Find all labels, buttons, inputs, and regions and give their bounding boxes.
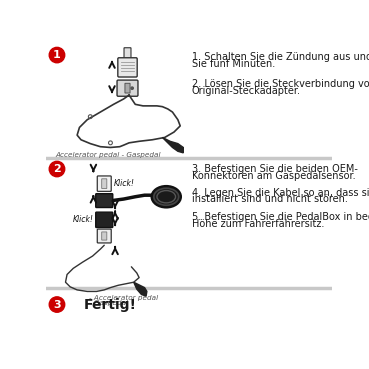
FancyBboxPatch shape (102, 179, 107, 189)
Text: 2. Lösen Sie die Steckverbindung vom: 2. Lösen Sie die Steckverbindung vom (192, 79, 369, 89)
Circle shape (49, 47, 65, 63)
Polygon shape (134, 282, 147, 296)
Circle shape (49, 161, 65, 177)
Text: installiert sind und nicht stören.: installiert sind und nicht stören. (192, 194, 348, 204)
Text: 3. Befestigen Sie die beiden OEM-: 3. Befestigen Sie die beiden OEM- (192, 165, 358, 175)
Polygon shape (162, 137, 183, 153)
Text: Accelerator pedal - Gaspedal: Accelerator pedal - Gaspedal (55, 152, 161, 158)
Text: 2: 2 (53, 165, 61, 175)
Text: Klick!: Klick! (114, 179, 134, 188)
FancyBboxPatch shape (96, 212, 113, 228)
FancyBboxPatch shape (125, 83, 130, 93)
Ellipse shape (152, 186, 181, 207)
Text: - Gaspedal: - Gaspedal (89, 300, 128, 306)
Text: 1: 1 (53, 51, 61, 61)
Text: Original-Steckadapter.: Original-Steckadapter. (192, 86, 301, 96)
FancyBboxPatch shape (97, 176, 111, 192)
FancyBboxPatch shape (102, 232, 107, 240)
FancyBboxPatch shape (118, 58, 137, 77)
Text: - Accelerator pedal: - Accelerator pedal (89, 294, 158, 301)
FancyBboxPatch shape (96, 194, 113, 207)
Text: 5. Befestigen Sie die PedalBox in bequemer: 5. Befestigen Sie die PedalBox in bequem… (192, 212, 369, 222)
Text: 4. Legen Sie die Kabel so an, dass sie fest: 4. Legen Sie die Kabel so an, dass sie f… (192, 187, 369, 197)
FancyBboxPatch shape (124, 48, 131, 59)
FancyBboxPatch shape (97, 229, 111, 243)
Text: 1. Schalten Sie die Zündung aus und warten: 1. Schalten Sie die Zündung aus und wart… (192, 52, 369, 62)
Text: Höhe zum Fahrerfahrersitz.: Höhe zum Fahrerfahrersitz. (192, 219, 324, 229)
Text: Klick!: Klick! (73, 215, 93, 224)
Text: Konnektoren am Gaspedalsensor.: Konnektoren am Gaspedalsensor. (192, 171, 355, 181)
FancyBboxPatch shape (117, 80, 138, 96)
Text: Sie fünf Minuten.: Sie fünf Minuten. (192, 59, 275, 69)
Text: 3: 3 (53, 300, 61, 310)
Text: Fertig!: Fertig! (83, 297, 136, 311)
Circle shape (131, 87, 133, 89)
Circle shape (49, 297, 65, 312)
